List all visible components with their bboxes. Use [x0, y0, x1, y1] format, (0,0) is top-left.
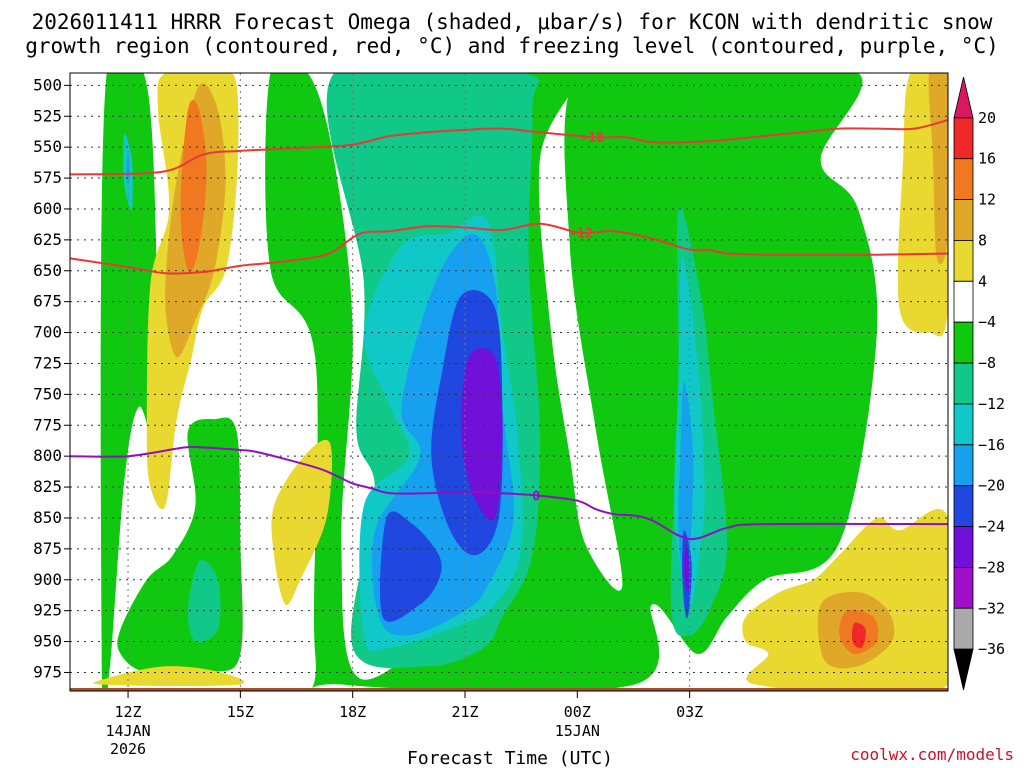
y-tick-label: 750 [33, 384, 62, 403]
grid-lines [70, 73, 948, 691]
credit-link[interactable]: coolwx.com/models [850, 745, 1014, 764]
y-tick-label: 675 [33, 292, 62, 311]
temperature-contour-line [70, 119, 948, 176]
omega-region [100, 73, 160, 691]
omega-region [187, 560, 221, 643]
colorbar-label: −32 [978, 599, 1005, 617]
y-tick-label: 700 [33, 323, 62, 342]
temperature-contour-line [70, 222, 948, 275]
colorbar-swatch [953, 485, 974, 527]
omega-region [126, 153, 130, 185]
y-tick-label: 550 [33, 137, 62, 156]
omega-region [180, 99, 207, 273]
colorbar-label: −20 [978, 477, 1005, 495]
y-tick-label: 975 [33, 662, 62, 681]
colorbar-swatch [953, 444, 974, 487]
colorbar-label: 16 [978, 150, 996, 168]
y-tick-label: 775 [33, 415, 62, 434]
colorbar-swatch [953, 199, 974, 241]
colorbar-label: −8 [978, 354, 996, 372]
colorbar: 20 16 12 8 4 −4 −8 −12 −16 −20 −24 −28 −32 −36 [953, 76, 1005, 691]
colorbar-swatch [953, 648, 974, 691]
omega-region [93, 666, 245, 687]
colorbar-label: −16 [978, 436, 1005, 454]
y-tick-label: 525 [33, 106, 62, 125]
colorbar-swatch [953, 280, 974, 323]
omega-region [683, 542, 690, 593]
x-tick-label: 12Z [114, 703, 141, 721]
y-tick-label: 875 [33, 539, 62, 558]
y-tick-label: 600 [33, 199, 62, 218]
y-tick-label: 825 [33, 477, 62, 496]
x-tick-date: 15JAN [555, 722, 600, 740]
chart-title-line-1: 2026011411 HRRR Forecast Omega (shaded, … [32, 10, 993, 34]
omega-region [461, 348, 503, 521]
temperature-contours: -18 -12 0 [70, 119, 948, 541]
colorbar-swatch [953, 607, 974, 650]
x-tick-date: 14JAN [105, 722, 150, 740]
y-tick-label: 625 [33, 230, 62, 249]
y-tick-label: 950 [33, 632, 62, 651]
contour-label: 0 [532, 489, 540, 504]
x-axis-label: Forecast Time (UTC) [407, 748, 613, 768]
plot-area: -18 -12 0 [70, 73, 948, 691]
colorbar-label: −28 [978, 558, 1005, 576]
y-tick-label: 900 [33, 570, 62, 589]
y-tick-label: 925 [33, 601, 62, 620]
colorbar-label: 12 [978, 191, 996, 209]
colorbar-swatch [953, 567, 974, 609]
x-tick-year: 2026 [110, 740, 146, 758]
y-tick-label: 725 [33, 353, 62, 372]
contour-label: -18 [581, 131, 605, 146]
y-tick-label: 800 [33, 446, 62, 465]
temperature-contour-line [70, 445, 948, 541]
colorbar-label: −24 [978, 518, 1005, 536]
colorbar-label: −4 [978, 313, 996, 331]
colorbar-swatch [953, 117, 974, 160]
x-tick-label: 00Z [564, 703, 591, 721]
omega-region [271, 439, 333, 606]
plot-frame [69, 72, 949, 692]
omega-region [379, 511, 442, 622]
y-tick-label: 850 [33, 508, 62, 527]
x-tick-label: 21Z [451, 703, 478, 721]
x-tick-label: 18Z [339, 703, 366, 721]
y-tick-label: 650 [33, 261, 62, 280]
colorbar-label: 20 [978, 109, 996, 127]
colorbar-label: −12 [978, 395, 1005, 413]
colorbar-swatch [953, 158, 974, 200]
x-tick-label: 03Z [676, 703, 703, 721]
ground-surface [70, 688, 948, 691]
colorbar-swatch [953, 526, 974, 568]
colorbar-label: 4 [978, 272, 987, 290]
y-tick-label: 500 [33, 75, 62, 94]
colorbar-label: −36 [978, 640, 1005, 658]
contour-label: -12 [569, 226, 592, 241]
y-axis: 500 525 550 575 600 625 650 675 700 725 750 775 800 8… [33, 75, 70, 681]
chart-title-line-2: growth region (contoured, red, °C) and f… [25, 34, 999, 58]
colorbar-label: 8 [978, 231, 987, 249]
colorbar-swatch [953, 240, 974, 282]
x-tick-label: 15Z [227, 703, 254, 721]
y-tick-label: 575 [33, 168, 62, 187]
omega-region [678, 382, 694, 599]
colorbar-swatch [953, 76, 974, 119]
colorbar-swatch [953, 362, 974, 405]
colorbar-swatch [953, 403, 974, 446]
colorbar-swatch [953, 321, 974, 364]
